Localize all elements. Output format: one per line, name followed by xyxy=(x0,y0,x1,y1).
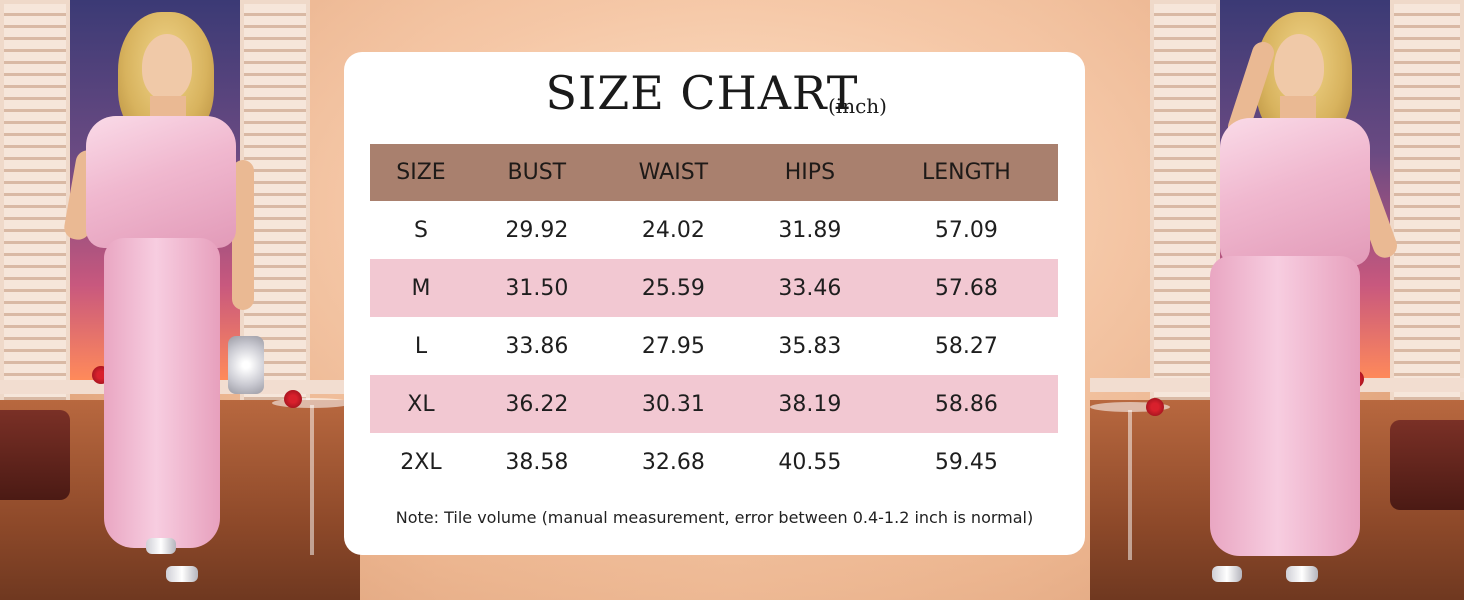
right-model-photo xyxy=(1090,0,1464,600)
rose xyxy=(1146,398,1164,416)
pink-top xyxy=(1220,118,1370,266)
model-face xyxy=(142,34,192,100)
column-header-size: SIZE xyxy=(396,160,446,185)
cell-waist: 32.68 xyxy=(641,449,705,475)
cell-size: S xyxy=(413,217,428,243)
cell-waist: 25.59 xyxy=(641,275,705,301)
model-face xyxy=(1274,34,1324,100)
chair xyxy=(0,410,70,500)
cell-hips: 33.46 xyxy=(778,275,842,301)
cell-size: XL xyxy=(407,391,435,417)
cell-bust: 31.50 xyxy=(505,275,569,301)
shoe xyxy=(1286,566,1318,582)
table-row: S 29.92 24.02 31.89 57.09 xyxy=(370,201,1058,259)
chart-title-unit: (inch) xyxy=(828,94,887,118)
shoe xyxy=(166,566,198,582)
column-header-waist: WAIST xyxy=(638,160,709,185)
cell-length: 57.68 xyxy=(934,275,998,301)
column-header-bust: BUST xyxy=(507,160,567,185)
chart-title-main: SIZE CHART xyxy=(545,66,859,120)
cell-bust: 38.58 xyxy=(505,449,569,475)
shoe xyxy=(1212,566,1242,582)
side-table-leg xyxy=(1128,410,1132,560)
handbag xyxy=(228,336,264,394)
rose xyxy=(284,390,302,408)
cell-hips: 35.83 xyxy=(778,333,842,359)
cell-hips: 38.19 xyxy=(778,391,842,417)
cell-size: M xyxy=(411,275,431,301)
table-row: L 33.86 27.95 35.83 58.27 xyxy=(370,317,1058,375)
cell-bust: 36.22 xyxy=(505,391,569,417)
cell-hips: 40.55 xyxy=(778,449,842,475)
table-row: XL 36.22 30.31 38.19 58.86 xyxy=(370,375,1058,433)
cell-waist: 24.02 xyxy=(641,217,705,243)
table-header-row: SIZE BUST WAIST HIPS LENGTH xyxy=(370,144,1058,201)
cell-bust: 29.92 xyxy=(505,217,569,243)
pink-pants xyxy=(104,238,220,548)
window-shutter-left xyxy=(0,0,70,420)
size-chart-card xyxy=(344,52,1085,555)
shoe xyxy=(146,538,176,554)
cell-length: 59.45 xyxy=(934,449,998,475)
left-model-photo xyxy=(0,0,360,600)
pink-top xyxy=(86,116,236,248)
side-table xyxy=(1090,402,1170,412)
cell-length: 58.27 xyxy=(934,333,998,359)
table-row: 2XL 38.58 32.68 40.55 59.45 xyxy=(370,433,1058,491)
pink-pants xyxy=(1210,256,1360,556)
model-arm xyxy=(232,160,254,310)
side-table xyxy=(272,398,352,408)
cell-waist: 30.31 xyxy=(641,391,705,417)
chart-title: SIZE CHART xyxy=(0,66,1464,120)
window-shutter-right xyxy=(1390,0,1464,420)
measurement-note: Note: Tile volume (manual measurement, e… xyxy=(395,508,1034,527)
cell-size: L xyxy=(414,333,428,359)
column-header-hips: HIPS xyxy=(784,160,836,185)
size-table: SIZE BUST WAIST HIPS LENGTH S 29.92 24.0… xyxy=(370,144,1058,491)
cell-bust: 33.86 xyxy=(505,333,569,359)
cell-waist: 27.95 xyxy=(641,333,705,359)
cell-hips: 31.89 xyxy=(778,217,842,243)
side-table-leg xyxy=(310,405,314,555)
column-header-length: LENGTH xyxy=(921,160,1011,185)
table-row: M 31.50 25.59 33.46 57.68 xyxy=(370,259,1058,317)
cell-length: 58.86 xyxy=(934,391,998,417)
cell-length: 57.09 xyxy=(934,217,998,243)
chair xyxy=(1390,420,1464,510)
cell-size: 2XL xyxy=(400,449,442,475)
